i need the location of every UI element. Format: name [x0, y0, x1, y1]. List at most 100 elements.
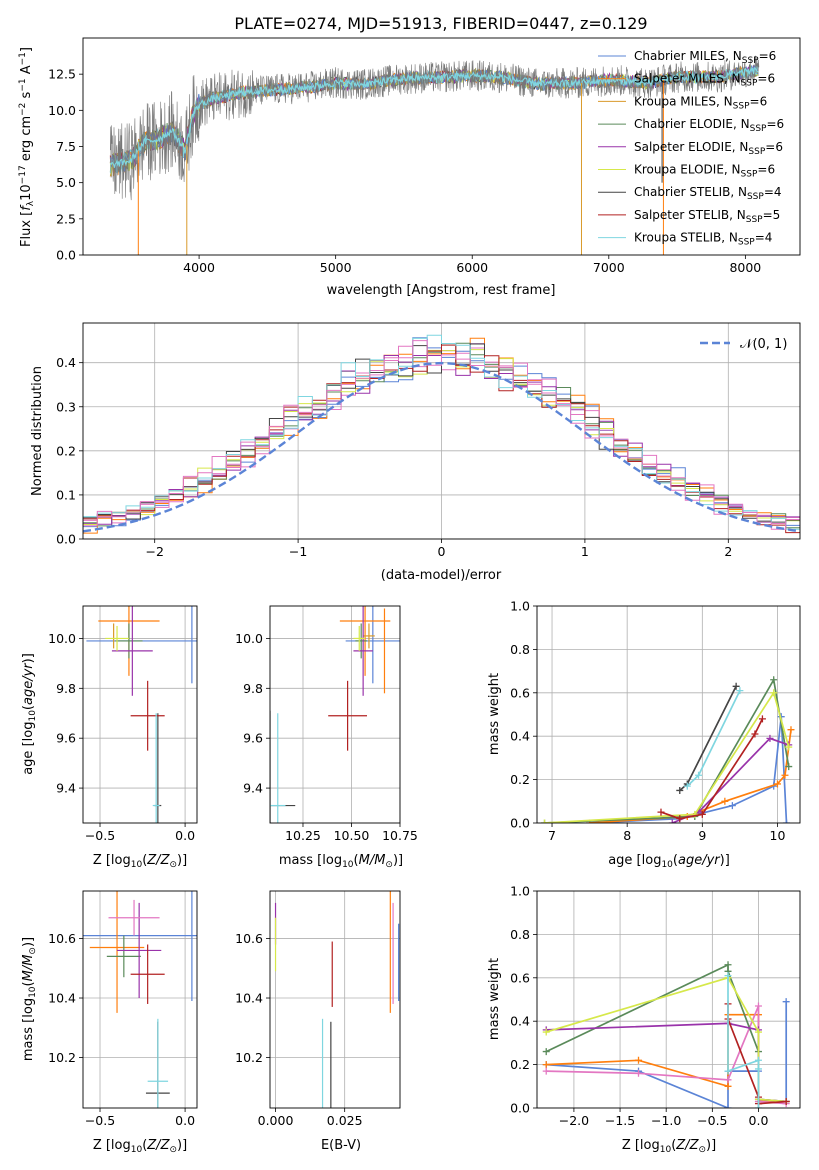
errorbar-point: [105, 625, 129, 651]
weight-marker: [721, 797, 729, 805]
weight-marker: [781, 771, 789, 779]
x-tick-label: 5000: [320, 260, 352, 275]
x-tick-label: 7: [548, 828, 556, 843]
legend-entry: Kroupa ELODIE, NSSP=6: [634, 163, 775, 180]
y-tick-label: 0.1: [56, 487, 76, 502]
x-tick-label: −2: [145, 544, 163, 559]
errorbar-point: [270, 713, 286, 823]
weight-marker: [698, 810, 706, 818]
axes-frame: [82, 605, 198, 824]
chart-weight_vs_Z: −2.0 −1.5 −1.0 −0.5 0.0 0.0 0.2 0.4 0.6 0.8 1.0 Z […: [487, 884, 801, 1155]
weight-marker: [724, 961, 732, 969]
y-tick-label: 0.3: [56, 399, 76, 414]
y-tick-label: 0.8: [510, 927, 530, 942]
errorbar-point: [147, 1018, 169, 1108]
weight-marker: [657, 808, 665, 816]
weight-marker: [754, 1028, 762, 1036]
y-tick-label: 0.0: [510, 1101, 530, 1116]
y-tick-label: 5.0: [56, 175, 76, 190]
errorbar-point: [111, 606, 153, 696]
y-tick-label: 10.6: [235, 931, 263, 946]
y-tick-label: 9.4: [56, 781, 76, 796]
weight-marker: [758, 715, 766, 723]
y-tick-label: 0.4: [56, 355, 76, 370]
weight-marker: [683, 782, 691, 790]
y-tick-label: 1.0: [510, 599, 530, 614]
errorbar-point: [89, 891, 145, 1013]
errorbar-point: [355, 623, 368, 659]
weight-marker: [695, 771, 703, 779]
weight-marker: [782, 819, 790, 823]
x-tick-label: 10.50: [334, 828, 370, 843]
x-axis-label: mass [log10(M/M⊙)]: [279, 853, 403, 870]
y-axis-label: Normed distribution: [30, 366, 45, 496]
plot-area: [537, 606, 800, 823]
y-tick-label: 10.0: [48, 631, 76, 646]
legend-entry: Chabrier MILES, NSSP=6: [634, 49, 776, 66]
weight-marker: [542, 1048, 550, 1056]
errorbar-point: [106, 935, 141, 978]
x-tick-label: 0.0: [175, 828, 195, 843]
plot-area: [83, 323, 800, 539]
weight-marker: [724, 1067, 732, 1075]
errorbar-point: [117, 902, 162, 999]
y-tick-label: 0.4: [510, 1014, 530, 1029]
x-tick-label: 1: [581, 544, 589, 559]
errorbar-point: [98, 606, 160, 676]
chart-weight_vs_age: 7 8 9 10 0.0 0.2 0.4 0.6 0.8 1.0 age [log10(age/yr…: [487, 599, 801, 870]
x-tick-label: 8: [623, 828, 631, 843]
weight-marker: [785, 743, 793, 751]
weight-marker: [541, 819, 549, 823]
y-tick-label: 0.0: [56, 248, 76, 263]
x-tick-label: 10: [770, 828, 786, 843]
weight-marker: [542, 1067, 550, 1075]
errorbar-point: [339, 606, 391, 676]
errorbar-point: [353, 625, 366, 651]
legend-entry: 𝒩(0, 1): [740, 337, 787, 352]
legend-entry: Kroupa MILES, NSSP=6: [634, 94, 767, 111]
axes-frame: [82, 890, 198, 1109]
weight-series-8: [686, 690, 741, 787]
weight-marker: [724, 1104, 732, 1108]
plot-area: [109, 55, 760, 255]
errorbar-point: [363, 623, 375, 649]
axes-frame: [82, 322, 801, 540]
axes-frame: [269, 605, 401, 824]
chart-mass_vs_Z: −0.5 0.0 10.2 10.4 10.6 Z [log10(Z/Z⊙)] mass […: [21, 890, 198, 1155]
chart-mass_vs_EBV: 0.000 0.025 10.2 10.4 10.6 E(B-V): [235, 890, 401, 1153]
weight-marker: [751, 730, 759, 738]
x-axis-label: Z [log10(Z/Z⊙)]: [93, 853, 187, 870]
weight-marker: [770, 689, 778, 697]
y-tick-label: 9.6: [243, 731, 263, 746]
x-tick-label: −1: [289, 544, 307, 559]
weight-marker: [787, 726, 795, 734]
y-axis-label: mass weight: [487, 673, 502, 755]
x-tick-label: −1.0: [651, 1113, 681, 1128]
weight-marker: [754, 1002, 762, 1010]
x-axis-label: age [log10(age/yr)]: [608, 853, 730, 870]
y-axis-label: mass weight: [487, 958, 502, 1040]
weight-marker: [782, 998, 790, 1006]
errorbar-point: [353, 606, 373, 696]
x-axis-label: Z [log10(Z/Z⊙)]: [622, 1138, 716, 1155]
weight-marker: [724, 1076, 732, 1084]
y-tick-label: 0.2: [510, 772, 530, 787]
errorbar-point: [115, 623, 143, 659]
errorbar-point: [328, 680, 368, 751]
axes-frame: [536, 605, 801, 824]
plot-area: [83, 606, 197, 823]
plot-area: [270, 891, 400, 1108]
x-tick-label: 9: [698, 828, 706, 843]
y-tick-label: 0.8: [510, 642, 530, 657]
y-tick-label: 10.0: [235, 631, 263, 646]
legend-entry: Salpeter MILES, NSSP=6: [634, 72, 775, 89]
y-tick-label: 0.0: [56, 532, 76, 547]
y-tick-label: 12.5: [48, 67, 76, 82]
y-tick-label: 10.4: [235, 991, 263, 1006]
weight-marker: [668, 819, 676, 823]
y-tick-label: 0.2: [510, 1057, 530, 1072]
y-tick-label: 9.4: [243, 781, 263, 796]
weight-marker: [773, 780, 781, 788]
x-tick-label: −0.5: [85, 828, 115, 843]
y-tick-label: 10.6: [48, 931, 76, 946]
